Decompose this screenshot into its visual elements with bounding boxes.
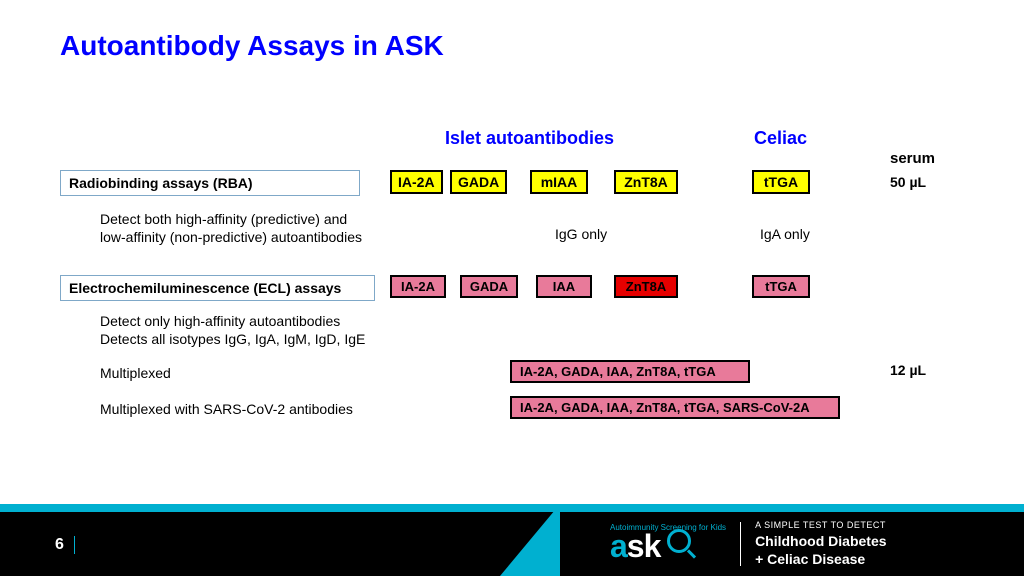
rba-ttga: tTGA: [752, 170, 810, 194]
slide-title: Autoantibody Assays in ASK: [60, 30, 444, 62]
ecl-ttga: tTGA: [752, 275, 810, 298]
col-serum: serum: [890, 150, 935, 167]
ecl-mux-box: IA-2A, GADA, IAA, ZnT8A, tTGA: [510, 360, 750, 383]
rba-ia2a: IA-2A: [390, 170, 443, 194]
ecl-mux: Multiplexed: [100, 364, 171, 382]
ecl-znt8a: ZnT8A: [614, 275, 678, 298]
footer: 6 Autoimmunity Screening for Kids ask A …: [0, 504, 1024, 576]
ecl-desc1: Detect only high-affinity autoantibodies…: [100, 312, 365, 348]
ecl-iaa: IAA: [536, 275, 592, 298]
divider: [740, 522, 741, 566]
rba-desc2: IgG only: [555, 225, 607, 243]
logo-area: Autoimmunity Screening for Kids ask A SI…: [610, 520, 887, 568]
tagline: A SIMPLE TEST TO DETECT Childhood Diabet…: [755, 520, 886, 568]
ecl-gada: GADA: [460, 275, 518, 298]
ask-logo: ask: [610, 528, 660, 564]
ecl-mux2: Multiplexed with SARS-CoV-2 antibodies: [100, 400, 353, 418]
col-islet: Islet autoantibodies: [445, 128, 614, 149]
ecl-ia2a: IA-2A: [390, 275, 446, 298]
rba-gada: GADA: [450, 170, 507, 194]
rba-desc1: Detect both high-affinity (predictive) a…: [100, 210, 362, 246]
magnifier-icon: [667, 529, 695, 557]
rba-znt8a: ZnT8A: [614, 170, 678, 194]
ecl-mux2-box: IA-2A, GADA, IAA, ZnT8A, tTGA, SARS-CoV-…: [510, 396, 840, 419]
ecl-mux-vol: 12 µL: [890, 362, 926, 378]
col-celiac: Celiac: [754, 128, 807, 149]
rba-label: Radiobinding assays (RBA): [60, 170, 360, 196]
page-number: 6: [55, 536, 75, 554]
ecl-label: Electrochemiluminescence (ECL) assays: [60, 275, 375, 301]
rba-desc3: IgA only: [760, 225, 810, 243]
rba-vol: 50 µL: [890, 174, 926, 190]
rba-miaa: mIAA: [530, 170, 588, 194]
